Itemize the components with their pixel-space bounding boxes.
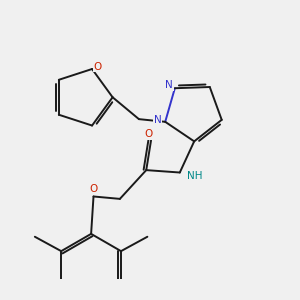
- Text: O: O: [145, 129, 153, 139]
- Text: O: O: [89, 184, 98, 194]
- Text: N: N: [154, 115, 161, 125]
- Text: O: O: [94, 61, 102, 72]
- Text: NH: NH: [187, 171, 203, 181]
- Text: N: N: [165, 80, 173, 90]
